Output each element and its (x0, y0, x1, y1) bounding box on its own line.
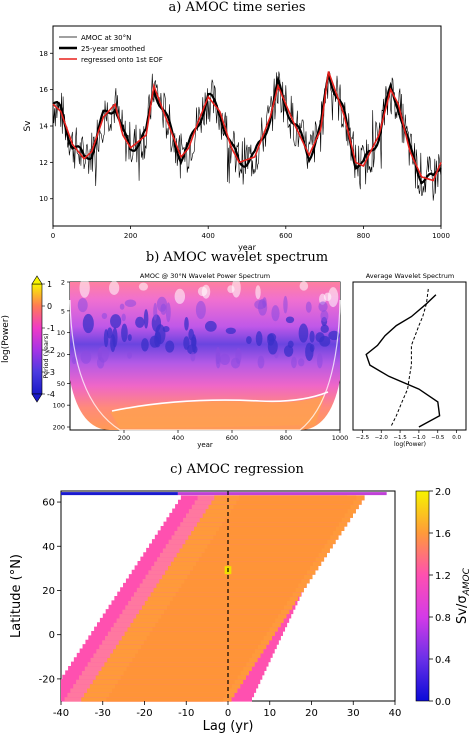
wavelet-ytick-label: 10 (57, 329, 65, 337)
regression-axis-ticks: -40 -30 -20 -10 0 10 20 30 40 -20 0 20 40 60 (39, 498, 402, 719)
colorbar-c-label-main: Sv/σ (455, 595, 470, 624)
colorbar-b-ticks: 1 0 -1 -2 -3 -4 (42, 280, 55, 399)
colorbar-b-tick-label: -4 (47, 390, 55, 399)
panel-b-title: b) AMOC wavelet spectrum (145, 250, 329, 265)
regression-xtick-label: 40 (389, 708, 402, 719)
wavelet-ytick-label: 200 (53, 423, 65, 431)
wavelet-high-power-band (110, 395, 325, 428)
panel-a-ytick-label: 14 (39, 123, 48, 131)
wavelet-ytick-label: 5 (61, 307, 65, 315)
regression-xtick-label: 20 (305, 708, 318, 719)
panel-a-legend: AMOC at 30°N 25-year smoothed regressed … (59, 34, 163, 64)
colorbar-b-tick-label: 0 (47, 302, 52, 311)
colorbar-b-tick-label: -1 (47, 324, 55, 333)
panel-a-axis-ticks: 0 200 400 600 800 1000 10 12 14 16 18 (39, 50, 450, 240)
panel-a-plot-area (52, 25, 442, 227)
significance-contour (111, 391, 329, 412)
panel-a-ytick-label: 18 (39, 50, 48, 58)
wavelet-xlabel: year (197, 441, 213, 449)
avg-spectrum-plot-area (352, 281, 467, 431)
regression-ytick-label: 20 (42, 586, 55, 597)
regression-xtick-label: -40 (53, 708, 69, 719)
colorbar-c-label: Sv/σAMOC (455, 567, 472, 624)
colorbar-c-tick-label: 2.0 (435, 487, 451, 498)
avg-spectrum-xtick-label: −2.5 (356, 435, 370, 441)
legend-label-regressed: regressed onto 1st EOF (81, 56, 163, 64)
wavelet-ylabel: Period (years) (42, 333, 50, 378)
panel-a-title: a) AMOC time series (168, 0, 306, 15)
eof-regressed-line (52, 71, 442, 182)
colorbar-c-tick-label: 1.2 (435, 571, 451, 582)
raw-series-line (52, 71, 442, 201)
colorbar-b-tick-label: -2 (47, 346, 55, 355)
wavelet-title: AMOC @ 30°N Wavelet Power Spectrum (140, 272, 270, 280)
colorbar-c-ticks: 0.0 0.4 0.8 1.2 1.6 2.0 (429, 487, 451, 708)
regression-ytick-label: -20 (39, 674, 55, 685)
wavelet-xtick-label: 1000 (332, 434, 349, 442)
avg-spectrum-title: Average Wavelet Spectrum (366, 272, 455, 280)
colorbar-c-tick-label: 0.4 (435, 655, 451, 666)
wavelet-xtick-label: 600 (226, 434, 238, 442)
legend-label-raw: AMOC at 30°N (81, 34, 131, 42)
panel-b-colorbar (31, 283, 43, 395)
regression-ylabel: Latitude (°N) (9, 554, 24, 638)
panel-a-xtick-label: 400 (202, 232, 215, 240)
colorbar-b-tick-label: -3 (47, 368, 55, 377)
panel-a-xlabel: year (238, 243, 257, 252)
avg-spectrum-solid-line (365, 294, 441, 428)
colorbar-bottom-arrow (31, 393, 43, 403)
regression-colorbar (415, 490, 430, 702)
colorbar-top-arrow (31, 275, 43, 285)
colorbar-b-tick-label: 1 (47, 280, 52, 289)
wavelet-texture (71, 278, 340, 369)
legend-label-smoothed: 25-year smoothed (81, 45, 145, 53)
regression-xtick-label: 0 (225, 708, 231, 719)
colorbar-b-label: log(Power) (1, 315, 11, 363)
regression-xtick-label: 30 (347, 708, 360, 719)
regression-xtick-label: -20 (136, 708, 152, 719)
wavelet-xtick-label: 800 (280, 434, 292, 442)
panel-a-xtick-label: 0 (51, 232, 55, 240)
regression-xlabel: Lag (yr) (203, 719, 254, 734)
wavelet-xtick-label: 400 (172, 434, 184, 442)
regression-field (61, 492, 387, 702)
panel-a-ylabel: Sv (23, 120, 33, 132)
panel-a-xtick-label: 200 (124, 232, 137, 240)
panel-a-ytick-label: 10 (39, 195, 48, 203)
regression-ytick-label: 60 (42, 498, 55, 509)
avg-spectrum-axis-ticks: −2.5 −2.0 −1.5 −1.0 −0.5 0.0 (356, 430, 461, 441)
colorbar-c-tick-label: 0.8 (435, 613, 451, 624)
panel-c-title: c) AMOC regression (170, 462, 304, 477)
avg-spectrum-xlabel: log(Power) (394, 441, 426, 448)
regression-ytick-label: 0 (49, 630, 55, 641)
avg-spectrum-xtick-label: −2.0 (375, 435, 389, 441)
panel-a-xtick-label: 800 (357, 232, 370, 240)
avg-spectrum-xtick-label: 0.0 (452, 435, 461, 441)
wavelet-ytick-label: 20 (57, 351, 65, 359)
avg-spectrum-xtick-label: −1.0 (412, 435, 426, 441)
panel-a-xtick-label: 1000 (432, 232, 450, 240)
regression-ytick-label: 40 (42, 542, 55, 553)
colorbar-c-tick-label: 1.6 (435, 529, 451, 540)
wavelet-ytick-label: 100 (53, 402, 65, 410)
avg-spectrum-dashed-line (390, 288, 429, 428)
avg-spectrum-xtick-label: −0.5 (431, 435, 445, 441)
panel-a-ytick-label: 12 (39, 159, 48, 167)
cone-of-influence (69, 299, 341, 431)
colorbar-c-tick-label: 0.0 (435, 697, 451, 708)
colorbar-c-label-sub: AMOC (462, 567, 472, 596)
wavelet-ytick-label: 2 (61, 279, 65, 287)
regression-xtick-label: -30 (95, 708, 111, 719)
regression-xtick-label: -10 (178, 708, 194, 719)
avg-spectrum-xtick-label: −1.5 (393, 435, 407, 441)
wavelet-xtick-label: 200 (118, 434, 130, 442)
regression-xtick-label: 10 (263, 708, 276, 719)
panel-a-xtick-label: 600 (279, 232, 292, 240)
panel-a-ytick-label: 16 (39, 86, 48, 94)
wavelet-axis-ticks: 200 400 600 800 1000 2 5 10 20 50 100 200 (53, 279, 349, 443)
wavelet-ytick-label: 50 (57, 380, 65, 388)
